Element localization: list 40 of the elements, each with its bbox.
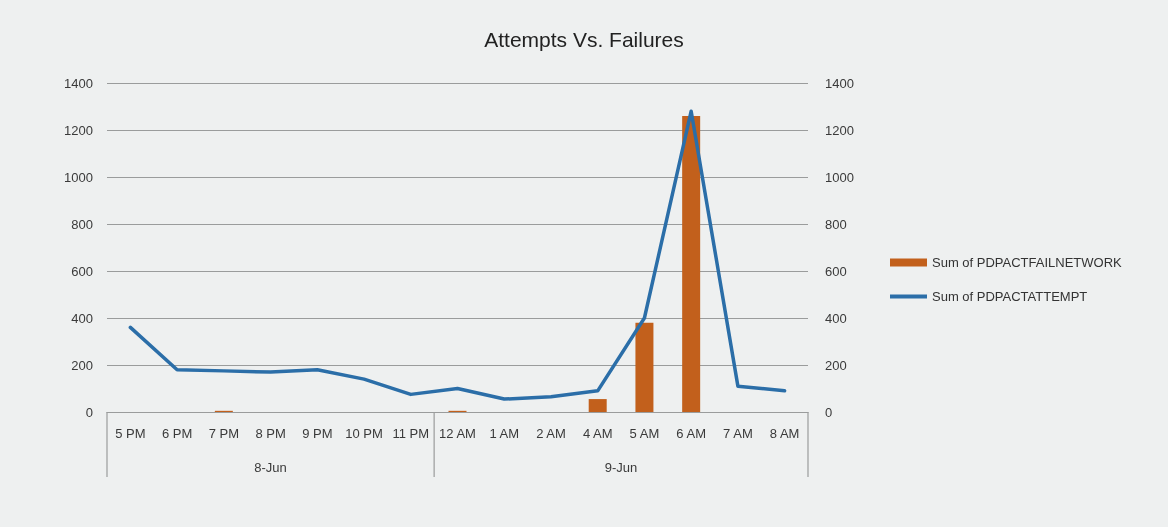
bar <box>635 322 654 412</box>
x-tick-label: 8 AM <box>769 426 800 441</box>
x-tick-label: 6 PM <box>161 426 193 441</box>
y2-tick-label: 1200 <box>825 122 854 138</box>
y-tick-label: 1200 <box>64 122 93 138</box>
x-tick-label: 12 AM <box>439 426 476 441</box>
x-tick-label: 10 PM <box>345 426 383 441</box>
x-tick-label: 9 PM <box>302 426 333 441</box>
bar <box>588 399 607 412</box>
y-tick-label: 400 <box>71 310 93 326</box>
x-tick-label: 7 PM <box>208 426 240 441</box>
y2-tick-label: 800 <box>825 216 847 232</box>
x-tick-label: 5 AM <box>629 426 660 441</box>
y2-tick-label: 200 <box>825 357 847 373</box>
x-tick-label: 4 AM <box>582 426 613 441</box>
legend-label: Sum of PDPACTFAILNETWORK <box>932 255 1123 270</box>
y2-tick-label: 0 <box>825 404 833 420</box>
chart-title: Attempts Vs. Failures <box>484 28 684 51</box>
x-tick-label: 2 AM <box>536 426 566 441</box>
y-tick-label: 1400 <box>64 75 93 91</box>
bar <box>682 115 701 412</box>
x-tick-label: 6 AM <box>676 426 706 441</box>
y2-tick-label: 1400 <box>825 75 854 91</box>
y-tick-label: 0 <box>85 404 93 420</box>
x-tick-label: 5 PM <box>115 426 146 441</box>
y2-tick-label: 400 <box>825 310 847 326</box>
y2-tick-label: 600 <box>825 263 847 279</box>
y-tick-label: 1000 <box>64 169 93 185</box>
y-tick-label: 600 <box>71 263 93 279</box>
x-tick-label: 11 PM <box>392 426 430 441</box>
text: 9-Jun <box>604 459 638 475</box>
y-tick-label: 200 <box>71 357 93 373</box>
text: 8-Jun <box>254 459 287 475</box>
line-series <box>128 109 787 401</box>
x-tick-label: 8 PM <box>255 426 286 441</box>
y-tick-label: 800 <box>71 216 93 232</box>
x-tick-label: 1 AM <box>489 426 520 441</box>
x-tick-label: 7 AM <box>723 426 753 441</box>
y2-tick-label: 1000 <box>825 169 854 185</box>
legend-label: Sum of PDPACTATTEMPT <box>932 289 1088 304</box>
